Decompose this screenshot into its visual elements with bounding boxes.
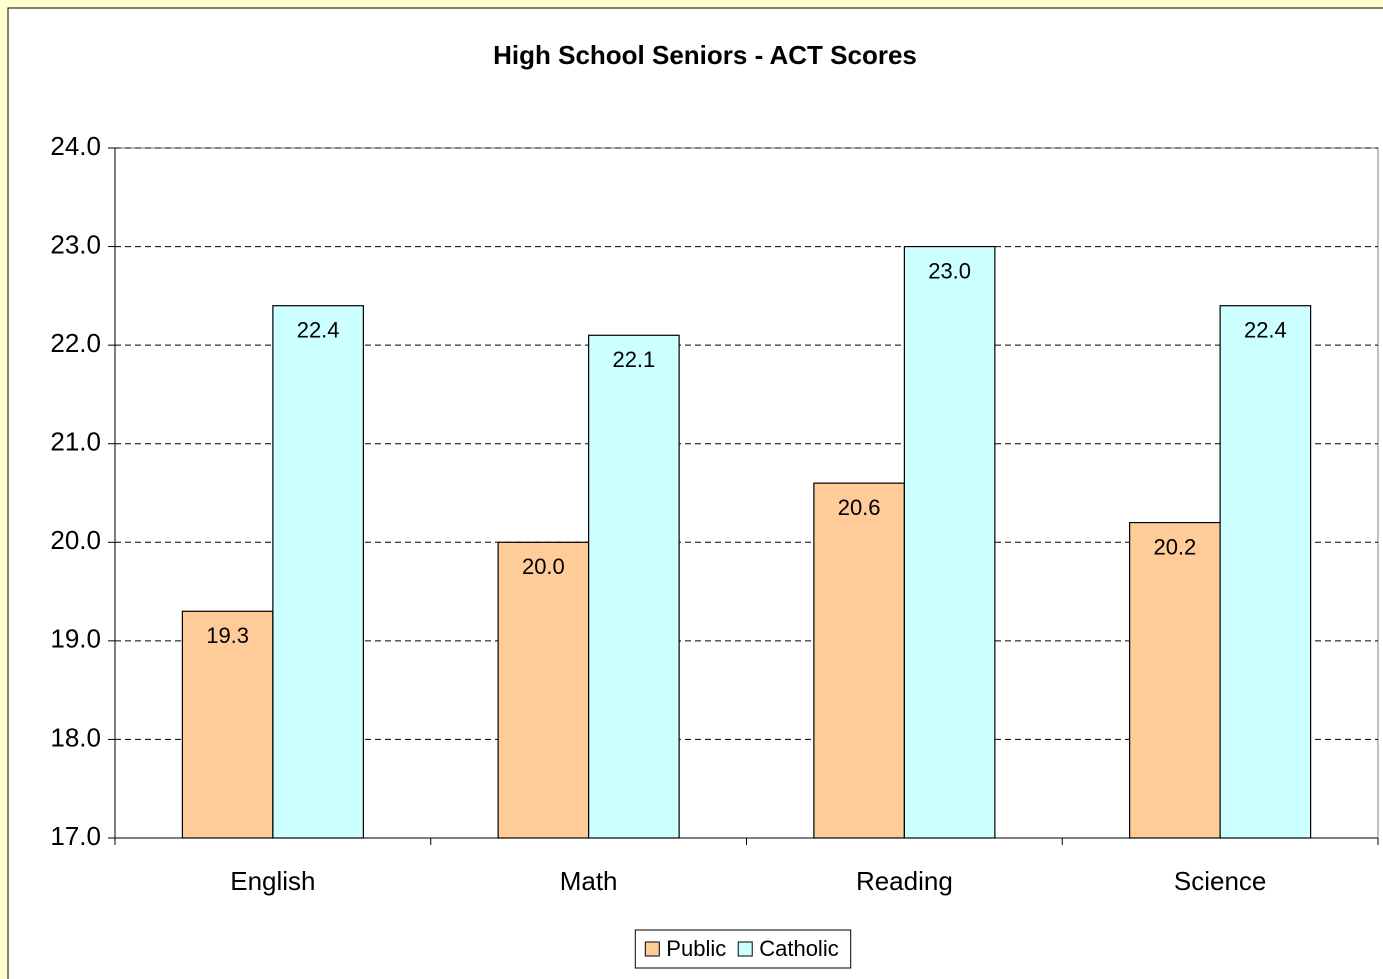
bar (903, 245, 996, 839)
y-tick-label: 21.0 (50, 427, 101, 457)
y-tick-label: 23.0 (50, 229, 101, 259)
data-label: 20.0 (522, 554, 565, 579)
x-tick-label: Math (560, 866, 618, 896)
bar (813, 482, 905, 839)
legend-swatch (644, 941, 660, 957)
data-label: 22.1 (612, 347, 655, 372)
legend-label: Catholic (759, 936, 838, 961)
bar (1129, 521, 1221, 839)
data-label: 20.6 (838, 495, 881, 520)
bar (181, 610, 274, 839)
y-tick-label: 24.0 (50, 131, 101, 161)
data-label: 22.4 (297, 318, 340, 343)
bar (588, 334, 680, 839)
bar (1219, 305, 1312, 839)
y-tick-label: 22.0 (50, 328, 101, 358)
y-tick-label: 18.0 (50, 722, 101, 752)
legend-swatch (737, 941, 753, 957)
data-label: 22.4 (1244, 318, 1287, 343)
x-tick-label: English (230, 866, 315, 896)
y-tick-label: 17.0 (50, 821, 101, 851)
legend-label: Public (666, 936, 726, 961)
x-tick-label: Science (1174, 866, 1267, 896)
chart-title: High School Seniors - ACT Scores (493, 40, 917, 70)
bar (272, 305, 364, 839)
data-label: 20.2 (1153, 534, 1196, 559)
y-tick-label: 19.0 (50, 624, 101, 654)
data-label: 23.0 (928, 258, 971, 283)
data-label: 19.3 (206, 623, 249, 648)
bar (497, 541, 590, 839)
x-tick-label: Reading (856, 866, 953, 896)
y-tick-label: 20.0 (50, 525, 101, 555)
